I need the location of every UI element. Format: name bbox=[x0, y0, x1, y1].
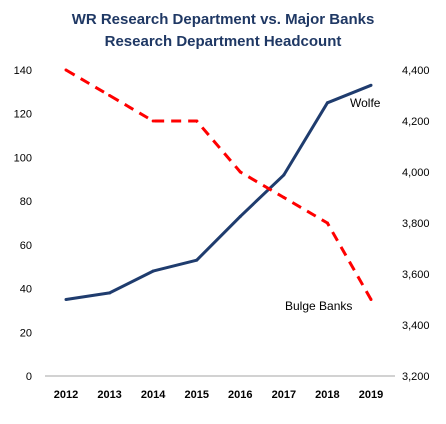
x-tick-label: 2013 bbox=[97, 389, 121, 401]
series-layer bbox=[64, 68, 373, 301]
chart-subtitle: Research Department Headcount bbox=[105, 33, 342, 50]
x-axis: 2012 2013 2014 2015 2016 2017 2018 2019 bbox=[45, 375, 395, 401]
wolfe-data-point bbox=[238, 214, 242, 218]
x-tick-label: 2019 bbox=[359, 389, 383, 401]
left-tick-label: 120 bbox=[14, 109, 32, 121]
series-labels: Wolfe Bulge Banks bbox=[285, 96, 381, 313]
left-axis: 0 20 40 60 80 100 120 140 bbox=[14, 65, 32, 383]
right-tick-label: 3,800 bbox=[402, 218, 430, 230]
wolfe-series-label: Wolfe bbox=[350, 96, 381, 110]
bulge-banks-data-point bbox=[64, 68, 68, 72]
wolfe-data-point bbox=[64, 298, 68, 301]
wolfe-data-point bbox=[195, 258, 199, 262]
x-tick-label: 2016 bbox=[228, 389, 252, 401]
x-tick-label: 2014 bbox=[141, 389, 166, 401]
x-tick-label: 2012 bbox=[54, 389, 78, 401]
x-tick-label: 2018 bbox=[315, 389, 339, 401]
bulge-banks-data-point bbox=[238, 170, 242, 174]
right-tick-label: 4,200 bbox=[402, 116, 430, 128]
left-tick-label: 40 bbox=[20, 284, 32, 296]
wolfe-series-line bbox=[65, 83, 372, 301]
wolfe-data-point bbox=[369, 83, 373, 87]
wolfe-data-point bbox=[282, 173, 286, 177]
right-tick-label: 3,600 bbox=[402, 269, 430, 281]
right-tick-label: 4,000 bbox=[402, 167, 430, 179]
left-tick-label: 0 bbox=[26, 371, 32, 383]
right-axis: 3,200 3,400 3,600 3,800 4,000 4,200 4,400 bbox=[402, 65, 430, 383]
wolfe-data-point bbox=[151, 269, 155, 273]
bulge-banks-series-line bbox=[65, 68, 373, 301]
left-tick-label: 100 bbox=[14, 152, 32, 164]
left-tick-label: 60 bbox=[20, 240, 32, 252]
x-tick-label: 2015 bbox=[184, 389, 208, 401]
wolfe-data-point bbox=[325, 101, 329, 105]
bulge-banks-data-point bbox=[108, 94, 112, 97]
bulge-banks-series-label: Bulge Banks bbox=[285, 299, 352, 313]
left-tick-label: 80 bbox=[20, 196, 32, 208]
right-tick-label: 3,400 bbox=[402, 320, 430, 332]
left-tick-label: 140 bbox=[14, 65, 32, 77]
x-tick-label: 2017 bbox=[272, 389, 296, 401]
left-tick-label: 20 bbox=[20, 327, 32, 339]
right-tick-label: 4,400 bbox=[402, 65, 430, 77]
bulge-banks-data-point bbox=[369, 298, 373, 301]
chart-title: WR Research Department vs. Major Banks bbox=[72, 11, 375, 28]
wolfe-data-point bbox=[108, 291, 112, 295]
bulge-banks-data-point bbox=[151, 119, 155, 123]
bulge-banks-data-point bbox=[325, 221, 329, 225]
bulge-banks-data-point bbox=[282, 196, 286, 199]
bulge-banks-data-point bbox=[195, 119, 199, 123]
right-tick-label: 3,200 bbox=[402, 371, 430, 383]
